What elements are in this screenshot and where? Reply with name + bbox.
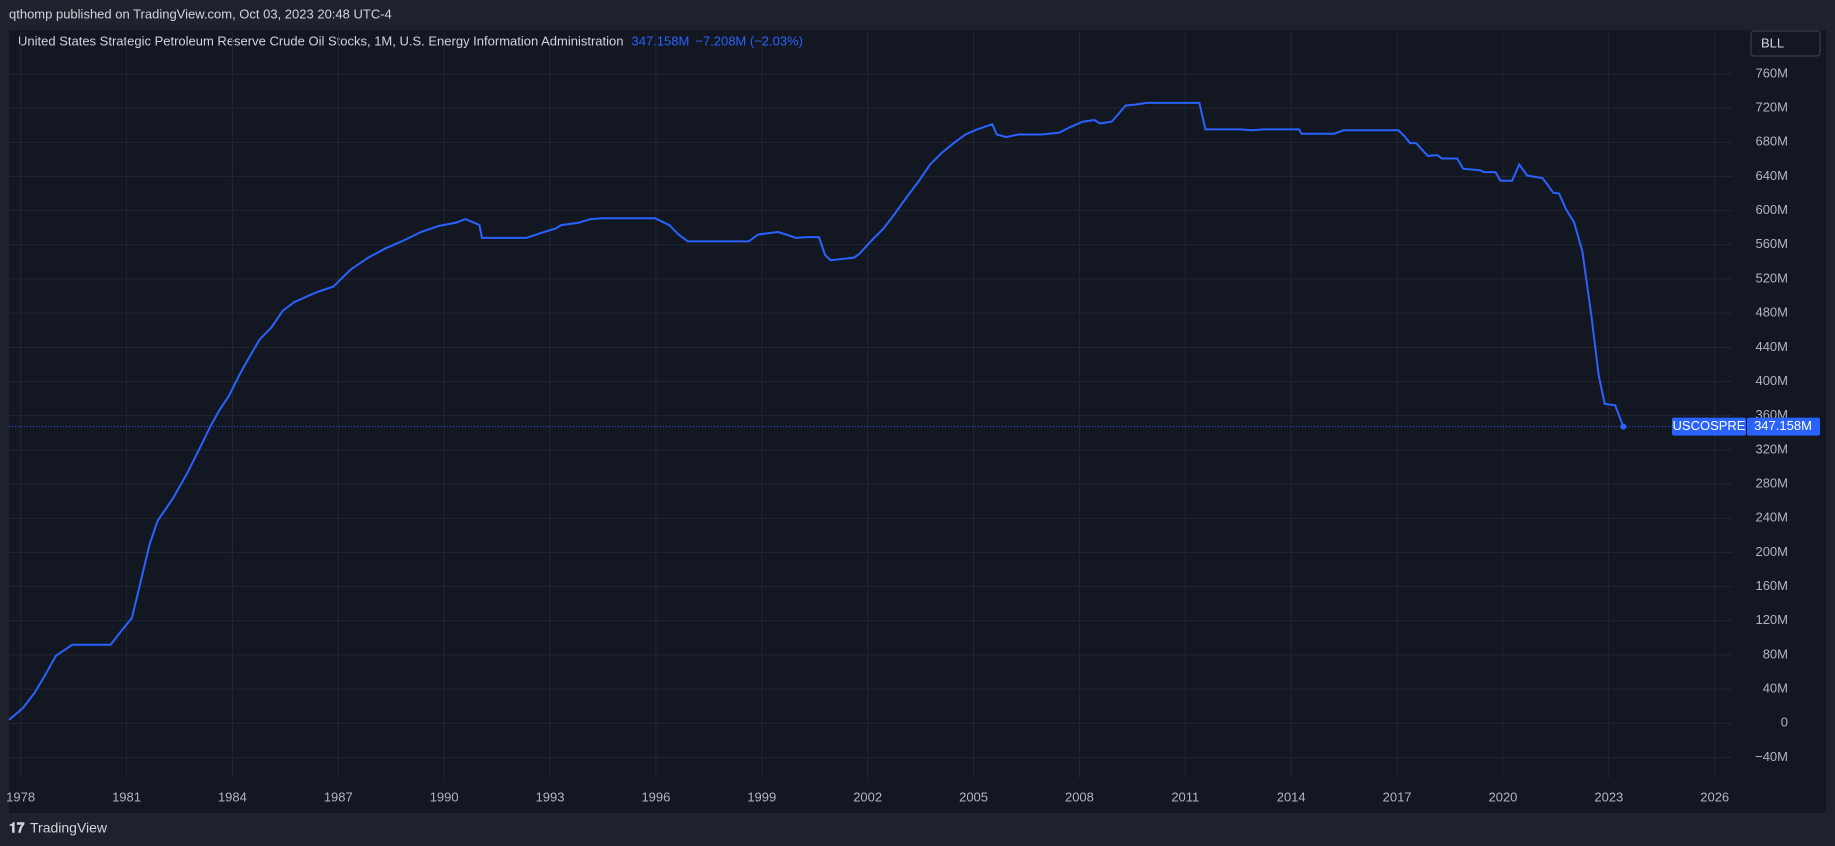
x-tick-label: 2023 [1594,789,1623,804]
x-tick-label: 2011 [1171,789,1199,804]
unit-button-label[interactable]: BLL [1761,35,1784,50]
data-line [8,101,1625,721]
x-tick-label: 2020 [1488,789,1517,804]
last-value: 347.158M [631,33,689,48]
symbol-badge [1672,417,1746,436]
x-tick-label: 1978 [6,789,35,804]
symbol-label: USCOSPRE [1673,418,1746,433]
y-tick-label: 400M [1755,373,1788,388]
x-tick-label: 2017 [1383,789,1412,804]
y-tick-label: 560M [1755,236,1788,251]
chart-title: United States Strategic Petroleum Reserv… [18,33,623,48]
y-tick-label: 480M [1755,305,1788,320]
byline: qthomp published on TradingView.com, Oct… [9,6,392,21]
y-tick-label: 720M [1755,99,1788,114]
price-badge [1747,417,1820,436]
y-tick-label: 80M [1763,646,1788,661]
y-tick-label: 760M [1755,65,1788,80]
x-tick-label: 1996 [641,789,670,804]
footer-logo: TradingView [30,820,108,836]
x-tick-label: 1981 [112,789,141,804]
y-tick-label: 40M [1763,681,1788,696]
y-tick-label: 520M [1755,270,1788,285]
y-tick-label: 320M [1755,441,1788,456]
x-tick-label: 1999 [747,789,776,804]
y-tick-label: 640M [1755,168,1788,183]
y-tick-label: 120M [1755,612,1788,627]
y-tick-label: 160M [1755,578,1788,593]
logo-icon: 𝟏𝟕 [9,820,25,836]
x-tick-label: 1993 [536,789,565,804]
y-tick-label: 440M [1755,339,1788,354]
y-tick-label: 280M [1755,475,1788,490]
y-tick-label: 240M [1755,510,1788,525]
x-tick-label: 2005 [959,789,988,804]
x-tick-label: 2002 [853,789,882,804]
x-tick-label: 2014 [1277,789,1306,804]
y-tick-label: 200M [1755,544,1788,559]
x-tick-label: 2026 [1700,789,1729,804]
y-tick-label: 0 [1781,715,1788,730]
last-point [1620,423,1627,430]
y-tick-label: −40M [1755,749,1788,764]
x-tick-label: 1987 [324,789,353,804]
y-tick-label: 600M [1755,202,1788,217]
chart-panel [9,30,1826,813]
y-tick-label: 680M [1755,134,1788,149]
price-label: 347.158M [1754,418,1812,433]
unit-button[interactable] [1750,30,1821,57]
x-tick-label: 2008 [1065,789,1094,804]
x-tick-label: 1984 [218,789,247,804]
x-tick-label: 1990 [430,789,459,804]
change: −7.208M (−2.03%) [695,33,803,48]
